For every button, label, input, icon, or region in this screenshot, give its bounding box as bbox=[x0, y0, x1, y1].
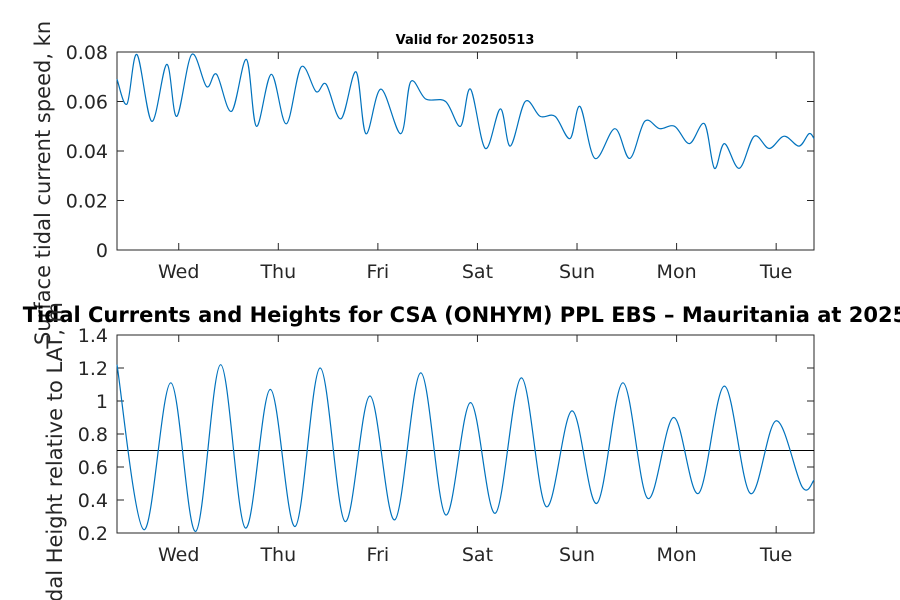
current-speed-y-tick-label: 0.08 bbox=[66, 42, 108, 64]
current-speed-y-tick-label: 0.06 bbox=[66, 92, 108, 114]
current-speed-title: Valid for 20250513 bbox=[396, 33, 535, 48]
current-speed-series-line bbox=[116, 53, 815, 169]
tidal-height-x-tick-label: Thu bbox=[259, 544, 296, 566]
tidal-height-x-tick-label: Wed bbox=[158, 544, 199, 566]
current-speed-x-tick-label: Fri bbox=[367, 261, 390, 283]
current-speed-y-axis-label: Surface tidal current speed, kn bbox=[31, 21, 55, 345]
tidal-height-y-tick-label: 0.4 bbox=[78, 490, 108, 512]
tidal-height-x-ticks: Wed Thu Fri Sat Sun Mon Tue bbox=[158, 335, 792, 566]
current-speed-y-tick-label: 0 bbox=[96, 240, 108, 262]
current-speed-x-ticks: Wed Thu Fri Sat Sun Mon Tue bbox=[158, 52, 792, 283]
tidal-height-y-tick-label: 0.8 bbox=[78, 424, 108, 446]
tidal-height-x-tick-label: Fri bbox=[367, 544, 390, 566]
tidal-height-y-axis-label: Tidal Height relative to LAT, m bbox=[43, 302, 67, 600]
current-speed-axes-box bbox=[116, 51, 815, 251]
current-speed-x-tick-label: Sun bbox=[559, 261, 595, 283]
tidal-height-panel: 0.2 0.4 0.6 0.8 1 1.2 1.4 Wed Thu Fri Sat Sun Mon Tu… bbox=[23, 302, 900, 600]
current-speed-x-tick-label: Thu bbox=[259, 261, 296, 283]
tidal-height-axes-box bbox=[116, 334, 815, 534]
tidal-height-x-tick-label: Mon bbox=[657, 544, 697, 566]
tidal-height-y-tick-label: 0.2 bbox=[78, 523, 108, 545]
tidal-height-y-tick-label: 0.6 bbox=[78, 457, 108, 479]
tidal-height-y-tick-label: 1.2 bbox=[78, 358, 108, 380]
current-speed-y-tick-label: 0.04 bbox=[66, 141, 108, 163]
current-speed-x-tick-label: Wed bbox=[158, 261, 199, 283]
tidal-height-x-tick-label: Sun bbox=[559, 544, 595, 566]
current-speed-y-tick-label: 0.02 bbox=[66, 191, 108, 213]
tidal-height-series-line bbox=[116, 364, 815, 533]
tidal-height-y-tick-label: 1.4 bbox=[78, 325, 108, 347]
current-speed-panel: 00.020.040.060.08 Wed Thu Fri Sat Sun Mon Tue … bbox=[31, 21, 815, 345]
current-speed-x-tick-label: Tue bbox=[759, 261, 792, 283]
current-speed-y-ticks: 0 0.02 0.04 0.06 0.08 bbox=[66, 42, 814, 262]
tidal-height-x-tick-label: Tue bbox=[759, 544, 792, 566]
current-speed-x-tick-label: Sat bbox=[462, 261, 493, 283]
main-chart-title: Tidal Currents and Heights for CSA (ONHY… bbox=[23, 303, 900, 327]
tidal-height-x-tick-label: Sat bbox=[462, 544, 493, 566]
current-speed-x-tick-label: Mon bbox=[657, 261, 697, 283]
tidal-height-y-ticks: 0.2 0.4 0.6 0.8 1 1.2 1.4 bbox=[78, 325, 814, 545]
tidal-height-y-tick-label: 1 bbox=[96, 391, 108, 413]
